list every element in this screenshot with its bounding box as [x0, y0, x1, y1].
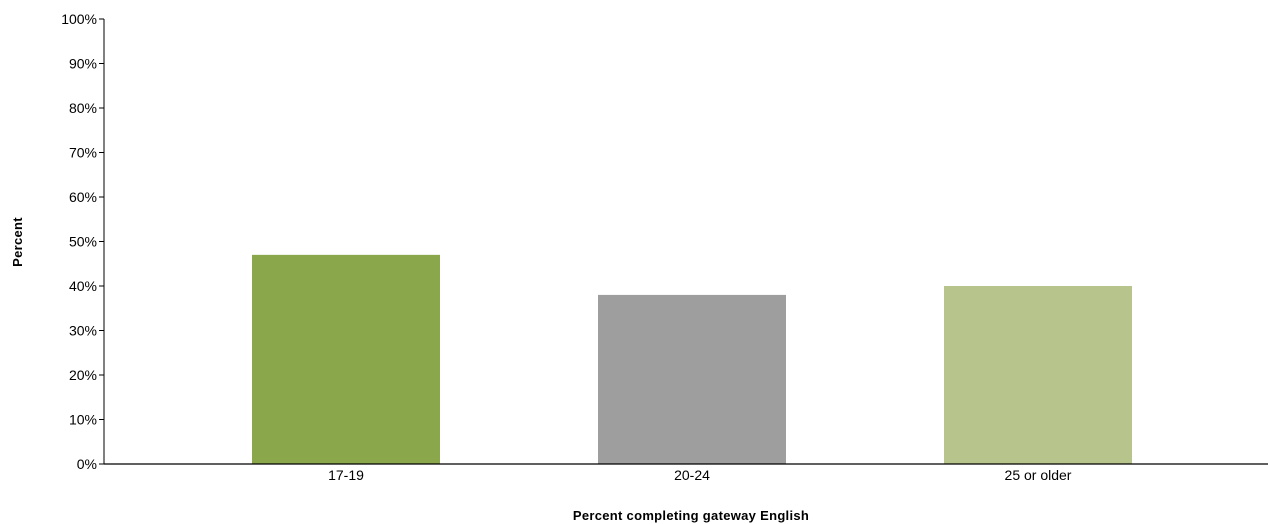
bar-20-24 [598, 294, 786, 464]
y-tick-label: 80% [69, 100, 97, 116]
bar-17-19 [252, 254, 440, 464]
y-tick-label: 30% [69, 323, 97, 339]
y-tick-label: 60% [69, 189, 97, 205]
bar-25-or-older [944, 286, 1132, 464]
y-tick-label: 10% [69, 412, 97, 428]
y-tick-label: 20% [69, 367, 97, 383]
y-tick-label: 40% [69, 278, 97, 294]
y-axis-title: Percent [10, 217, 25, 267]
x-tick-label: 17-19 [328, 467, 364, 483]
y-tick-label: 70% [69, 145, 97, 161]
y-tick-label: 100% [61, 11, 97, 27]
x-axis-title: Percent completing gateway English [573, 508, 809, 523]
y-tick-label: 50% [69, 234, 97, 250]
y-tick-label: 0% [77, 456, 97, 472]
y-axis-ticks: 0% 10% 20% 30% 40% 50% 60% 70% 80% 90% 100% [61, 11, 104, 472]
y-tick-label: 90% [69, 56, 97, 72]
x-tick-label: 20-24 [674, 467, 710, 483]
x-axis-ticks: 17-19 20-24 25 or older [328, 467, 1072, 483]
x-tick-label: 25 or older [1005, 467, 1072, 483]
bars-layer [252, 254, 1132, 464]
